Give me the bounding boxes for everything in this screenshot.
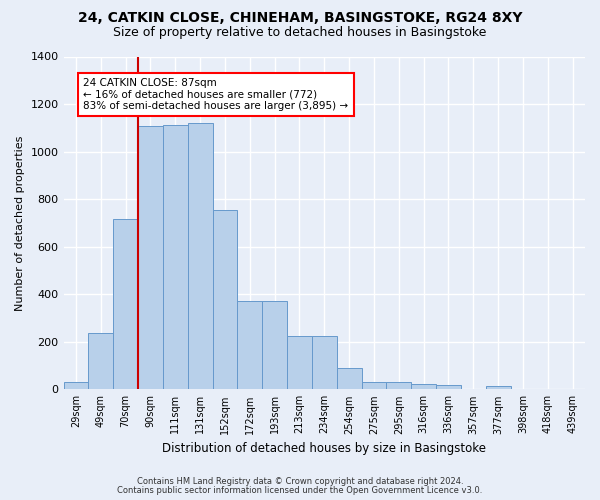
Bar [411, 384, 436, 390]
Text: Contains public sector information licensed under the Open Government Licence v3: Contains public sector information licen… [118, 486, 482, 495]
Bar [212, 210, 238, 390]
Bar [312, 336, 337, 390]
Bar [386, 382, 411, 390]
Bar [238, 302, 262, 390]
Bar [337, 368, 362, 390]
Bar [262, 302, 287, 390]
Bar [485, 386, 511, 390]
Text: Size of property relative to detached houses in Basingstoke: Size of property relative to detached ho… [113, 26, 487, 39]
Bar [163, 126, 188, 390]
X-axis label: Distribution of detached houses by size in Basingstoke: Distribution of detached houses by size … [162, 442, 486, 455]
Bar [113, 220, 138, 390]
Y-axis label: Number of detached properties: Number of detached properties [15, 135, 25, 310]
Bar [436, 386, 461, 390]
Bar [362, 382, 386, 390]
Bar [138, 126, 163, 390]
Bar [64, 382, 88, 390]
Text: 24 CATKIN CLOSE: 87sqm
← 16% of detached houses are smaller (772)
83% of semi-de: 24 CATKIN CLOSE: 87sqm ← 16% of detached… [83, 78, 349, 111]
Text: Contains HM Land Registry data © Crown copyright and database right 2024.: Contains HM Land Registry data © Crown c… [137, 477, 463, 486]
Bar [188, 123, 212, 390]
Bar [287, 336, 312, 390]
Bar [88, 333, 113, 390]
Text: 24, CATKIN CLOSE, CHINEHAM, BASINGSTOKE, RG24 8XY: 24, CATKIN CLOSE, CHINEHAM, BASINGSTOKE,… [78, 11, 522, 25]
